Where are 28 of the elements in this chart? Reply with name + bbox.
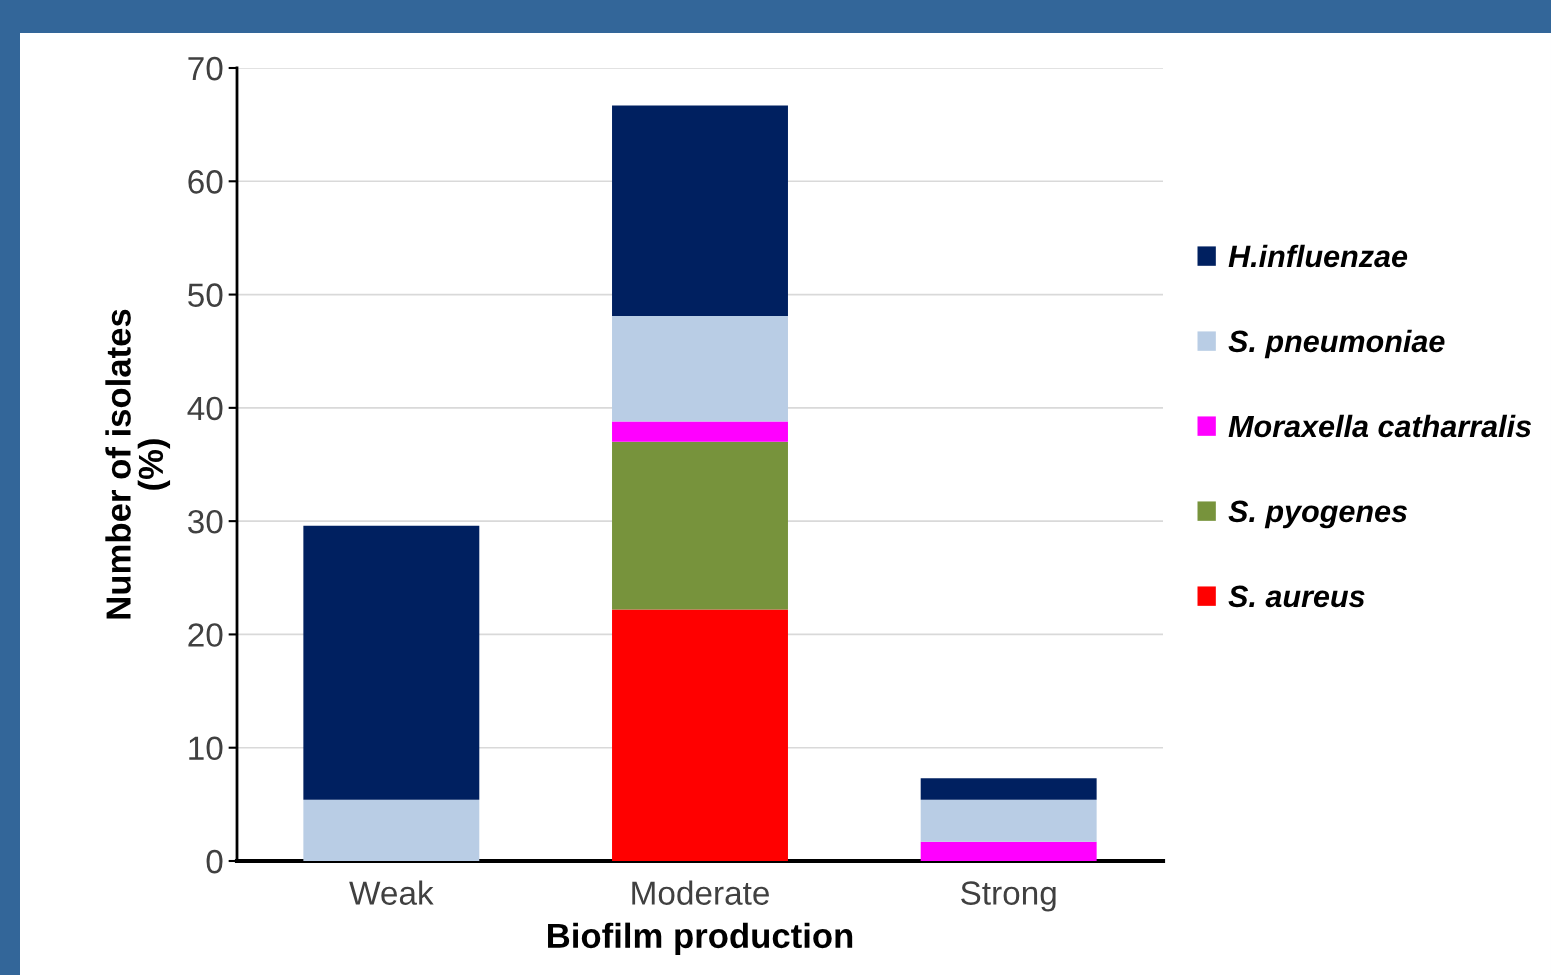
bar bbox=[920, 778, 1097, 800]
y-tick-label: 20 bbox=[188, 623, 223, 647]
x-tick-label: Moderate bbox=[632, 880, 769, 905]
bar bbox=[612, 105, 788, 317]
bar bbox=[920, 799, 1097, 842]
bar bbox=[612, 441, 788, 610]
y-tick-label: 0 bbox=[206, 849, 223, 874]
x-tick-label: Strong bbox=[961, 881, 1056, 912]
y-tick-label: 50 bbox=[188, 283, 223, 307]
legend-label: S. pneumoniae bbox=[1228, 329, 1445, 359]
bar bbox=[612, 421, 788, 442]
y-tick-label: 70 bbox=[188, 56, 223, 81]
y-axis-title: Number of isolates (%) bbox=[105, 309, 171, 619]
y-tick-label: 10 bbox=[189, 736, 223, 761]
x-axis-title: Biofilm production bbox=[548, 922, 853, 955]
y-tick-label: 40 bbox=[187, 396, 223, 421]
legend-label: S. pyogenes bbox=[1228, 500, 1407, 529]
legend-label: Moraxella catharralis bbox=[1228, 414, 1532, 438]
y-tick-label: 60 bbox=[188, 170, 223, 194]
bar bbox=[303, 525, 480, 800]
bar bbox=[612, 316, 788, 422]
legend-label: S. aureus bbox=[1228, 585, 1365, 608]
bar bbox=[303, 799, 480, 861]
bar bbox=[612, 609, 788, 861]
x-tick-label: Weak bbox=[349, 880, 434, 905]
y-tick-label: 30 bbox=[188, 509, 223, 534]
bar bbox=[920, 841, 1097, 861]
legend-label: H.influenzae bbox=[1228, 244, 1408, 268]
